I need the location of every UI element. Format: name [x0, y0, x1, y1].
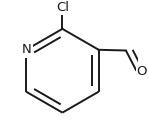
Text: O: O: [137, 65, 147, 78]
Text: Cl: Cl: [56, 1, 69, 14]
Text: N: N: [21, 43, 31, 56]
